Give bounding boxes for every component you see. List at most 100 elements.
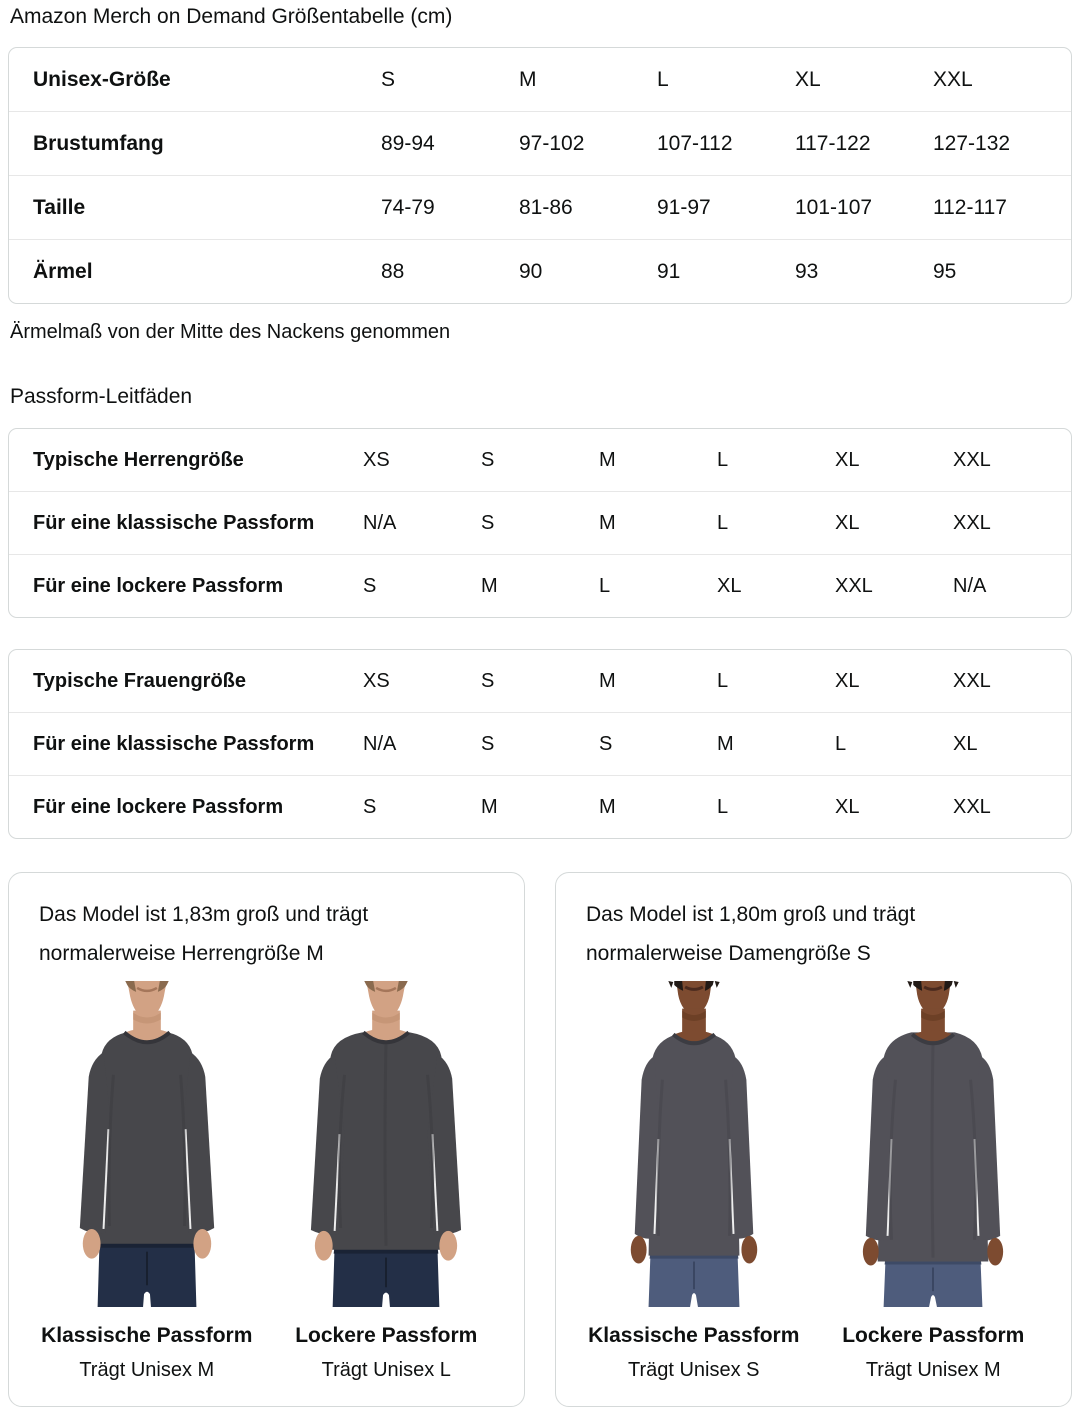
row-label: Typische Frauengröße: [33, 669, 247, 692]
table-row: Unisex-Größe S M L XL XXL: [9, 48, 1071, 111]
size-cell: M: [717, 732, 734, 755]
size-cell: XL: [717, 574, 742, 597]
size-cell: S: [481, 732, 495, 755]
size-label: Trägt Unisex M: [865, 1359, 1001, 1381]
size-cell: XL: [953, 732, 978, 755]
table-row: Ärmel 88 90 91 93 95: [9, 239, 1071, 303]
model-photo-man-classic-fit: [79, 981, 214, 1307]
model-description: Das Model ist 1,83m groß und trägt norma…: [39, 903, 369, 965]
row-label: Taille: [33, 195, 86, 219]
figures-row: Klassische Passform Trägt Unisex M: [27, 981, 506, 1382]
figures-row: Klassische Passform Trägt Unisex S: [574, 981, 1053, 1382]
spacer: [8, 618, 1072, 649]
size-cell: XXL: [953, 448, 991, 471]
size-cell: 101-107: [795, 195, 873, 219]
size-cell: L: [717, 795, 729, 818]
model-description: Das Model ist 1,80m groß und trägt norma…: [586, 903, 916, 965]
size-cell: 81-86: [519, 195, 573, 219]
size-cell: XL: [835, 448, 860, 471]
size-cell: 93: [795, 259, 819, 283]
mens-fit-table: Typische Herrengröße XS S M L XL XXL Für…: [8, 428, 1072, 618]
size-cell: M: [599, 511, 616, 534]
row-label: Brustumfang: [33, 131, 164, 155]
size-label: Trägt Unisex M: [79, 1359, 215, 1381]
table-row: Brustumfang 89-94 97-102 107-112 117-122…: [9, 111, 1071, 175]
size-cell: XL: [795, 67, 821, 91]
size-cell: 95: [933, 259, 957, 283]
size-cell: S: [381, 67, 396, 91]
unisex-size-table: Unisex-Größe S M L XL XXL Brustumfang 89…: [8, 47, 1072, 304]
size-cell: XXL: [933, 67, 973, 91]
fit-label: Klassische Passform: [588, 1324, 800, 1347]
sleeve-measure-note: Ärmelmaß von der Mitte des Nackens genom…: [10, 321, 451, 343]
size-cell: XS: [363, 669, 390, 692]
size-cell: S: [599, 732, 613, 755]
page-title: Amazon Merch on Demand Größentabelle (cm…: [10, 5, 453, 28]
model-figure-loose: Lockere Passform Trägt Unisex L: [267, 981, 507, 1382]
size-label: Trägt Unisex S: [627, 1359, 760, 1381]
size-cell: S: [481, 669, 495, 692]
row-label: Unisex-Größe: [33, 67, 171, 91]
size-cell: 90: [519, 259, 543, 283]
womens-fit-table: Typische Frauengröße XS S M L XL XXL Für…: [8, 649, 1072, 839]
model-card-men: Das Model ist 1,83m groß und trägt norma…: [8, 872, 525, 1407]
row-label: Für eine lockere Passform: [33, 795, 284, 818]
size-cell: M: [481, 574, 498, 597]
table-row: Für eine klassische Passform N/A S M L X…: [9, 491, 1071, 554]
size-cell: S: [363, 574, 377, 597]
size-cell: L: [657, 67, 669, 91]
figure-caption: Klassische Passform Trägt Unisex S: [574, 1324, 814, 1382]
figure-caption: Klassische Passform Trägt Unisex M: [27, 1324, 267, 1382]
size-cell: 89-94: [381, 131, 435, 155]
size-cell: 127-132: [933, 131, 1011, 155]
size-cell: M: [599, 795, 616, 818]
table-row: Taille 74-79 81-86 91-97 101-107 112-117: [9, 175, 1071, 239]
size-cell: N/A: [953, 574, 987, 597]
size-cell: L: [717, 511, 729, 534]
size-cell: XXL: [835, 574, 873, 597]
row-label: Typische Herrengröße: [33, 448, 244, 471]
model-figure-loose: Lockere Passform Trägt Unisex M: [814, 981, 1054, 1382]
size-cell: L: [717, 448, 729, 471]
row-label: Für eine lockere Passform: [33, 574, 284, 597]
size-cell: XL: [835, 795, 860, 818]
size-cell: XS: [363, 448, 390, 471]
size-cell: N/A: [363, 511, 397, 534]
size-cell: M: [599, 448, 616, 471]
row-label: Für eine klassische Passform: [33, 511, 315, 534]
model-figure-classic: Klassische Passform Trägt Unisex S: [574, 981, 814, 1382]
model-photo-man-loose-fit: [311, 981, 462, 1307]
figure-caption: Lockere Passform Trägt Unisex M: [814, 1324, 1054, 1382]
size-cell: 91-97: [657, 195, 711, 219]
fit-label: Lockere Passform: [295, 1324, 478, 1347]
size-label: Trägt Unisex L: [321, 1359, 451, 1381]
size-cell: L: [835, 732, 847, 755]
size-cell: XL: [835, 669, 860, 692]
size-cell: 91: [657, 259, 681, 283]
row-label: Ärmel: [33, 259, 93, 283]
size-cell: L: [599, 574, 611, 597]
row-label: Für eine klassische Passform: [33, 732, 315, 755]
size-cell: XXL: [953, 795, 991, 818]
model-photo-woman-loose-fit: [863, 981, 1004, 1307]
size-cell: XXL: [953, 669, 991, 692]
model-cards-row: Das Model ist 1,83m groß und trägt norma…: [8, 872, 1072, 1407]
fit-label: Lockere Passform: [842, 1324, 1025, 1347]
table-row: Für eine lockere Passform S M M L XL XXL: [9, 775, 1071, 838]
size-cell: S: [481, 511, 495, 534]
size-cell: 112-117: [933, 195, 1007, 219]
size-cell: M: [481, 795, 498, 818]
model-photo-woman-classic-fit: [630, 981, 757, 1307]
size-cell: S: [363, 795, 377, 818]
size-cell: M: [519, 67, 537, 91]
model-figure-classic: Klassische Passform Trägt Unisex M: [27, 981, 267, 1382]
size-cell: 74-79: [381, 195, 435, 219]
model-card-women: Das Model ist 1,80m groß und trägt norma…: [555, 872, 1072, 1407]
size-cell: 88: [381, 259, 405, 283]
size-cell: 117-122: [795, 131, 871, 155]
table-row: Typische Herrengröße XS S M L XL XXL: [9, 429, 1071, 491]
size-cell: 97-102: [519, 131, 585, 155]
size-cell: XL: [835, 511, 860, 534]
figure-caption: Lockere Passform Trägt Unisex L: [267, 1324, 507, 1382]
